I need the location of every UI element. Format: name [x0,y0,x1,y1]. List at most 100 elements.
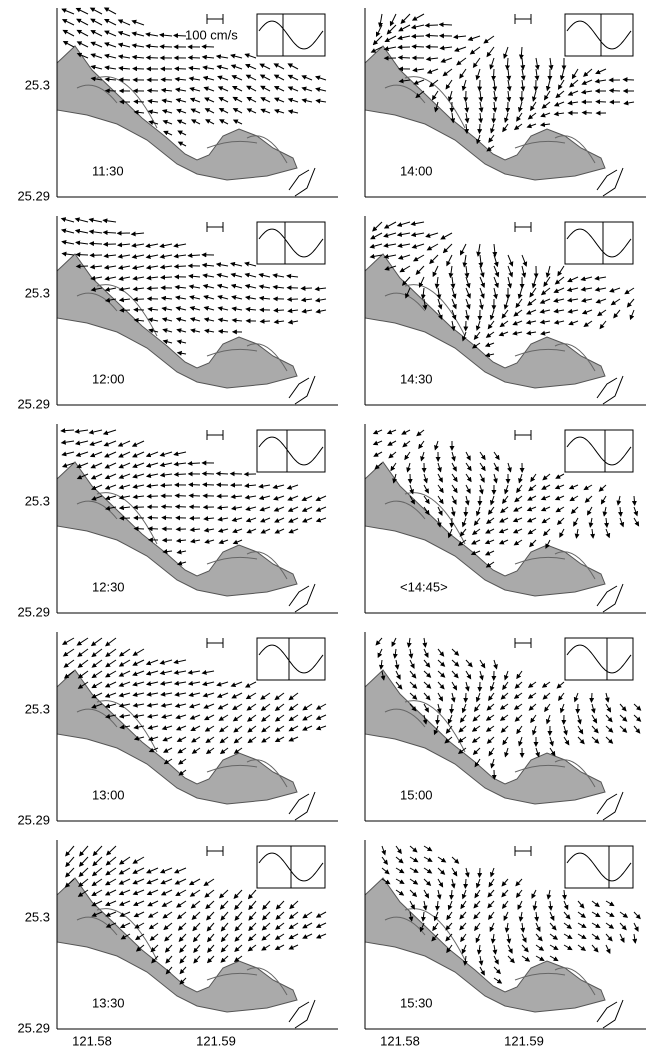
vector-arrow [217,56,228,58]
vector-arrow [574,518,578,526]
vector-arrow [91,66,102,69]
vector-arrow [132,21,144,25]
vector-arrow [163,319,172,321]
vector-arrow [163,110,172,113]
vector-arrow [66,846,74,856]
vector-arrow [515,124,522,130]
vector-arrow [79,879,88,886]
vector-arrow [234,890,242,898]
vector-arrow [596,80,606,82]
vector-arrow [288,496,298,500]
vector-arrow [446,726,452,733]
vector-arrow [596,101,606,102]
vector-arrow [494,255,497,266]
vector-arrow [133,277,144,279]
vector-arrow [164,131,172,135]
vector-arrow [106,912,116,916]
vector-arrow [527,124,536,127]
vector-arrow [276,912,284,919]
vector-arrow [275,693,284,700]
land [57,878,297,1012]
vector-arrow [403,441,410,447]
vector-arrow [489,135,494,142]
vector-arrow [148,901,158,906]
vector-arrow [164,341,172,343]
vector-arrow [522,923,523,932]
vector-arrow [536,923,540,931]
vector-arrow [232,285,242,288]
vector-arrow [104,430,116,434]
vector-arrow [433,266,438,276]
vector-arrow [289,704,298,710]
vector-arrow [490,923,494,931]
vector-arrow [501,507,508,513]
vector-arrow [545,91,550,100]
tide-inset [565,430,633,472]
vector-arrow [432,91,438,100]
vector-arrow [517,671,522,678]
vector-arrow [630,310,634,319]
vector-arrow [536,69,537,80]
vector-arrow [556,507,564,512]
vector-arrow [176,506,186,507]
vector-arrow [146,244,158,246]
vector-arrow [289,934,298,939]
vector-arrow [120,715,130,717]
vector-arrow [480,266,483,277]
vector-arrow [491,682,494,690]
vector-arrow [452,496,456,504]
vector-arrow [550,923,556,930]
vector-arrow [119,68,130,69]
vector-arrow [217,264,228,266]
vector-arrow [106,496,116,499]
vector-arrow [466,452,470,460]
vector-arrow [260,64,270,69]
vector-arrow [104,441,116,446]
vector-arrow [221,748,228,753]
vector-arrow [505,748,508,757]
land [57,254,297,388]
vector-arrow [204,77,214,80]
vector-arrow [487,704,494,710]
vector-arrow [191,109,200,113]
vector-arrow [491,759,494,768]
vector-arrow [92,660,102,667]
vector-arrow [133,693,144,695]
vector-arrow [606,693,608,702]
panel: 15:30 [365,840,646,1029]
vector-arrow [136,934,144,940]
vector-arrow [289,99,298,102]
vector-arrow [133,255,144,257]
vector-arrow [489,507,494,514]
vector-arrow [473,529,480,534]
vector-arrow [475,704,480,711]
vector-arrow [149,111,158,113]
vector-arrow [106,868,116,875]
vector-arrow [452,879,454,888]
vector-arrow [398,36,410,39]
vector-arrow [163,551,172,552]
vector-arrow [424,846,432,851]
vector-arrow [175,287,186,288]
vector-arrow [389,452,396,458]
vector-arrow [246,496,256,498]
vector-arrow [119,56,130,58]
vector-arrow [491,124,494,133]
vector-arrow [410,901,414,909]
vector-arrow [232,693,242,698]
vector-arrow [120,901,130,905]
vector-arrow [527,310,536,314]
vector-arrow [151,945,158,952]
vector-arrow [261,518,270,522]
vector-arrow [235,901,242,909]
vector-arrow [466,682,468,691]
vector-arrow [219,98,228,102]
vector-arrow [289,321,298,323]
vector-arrow [547,715,550,723]
vector-arrow [220,726,228,732]
vector-arrow [545,704,550,711]
vector-arrow [289,737,298,741]
vector-arrow [424,485,428,493]
vector-arrow [106,288,116,290]
time-label: 13:30 [92,995,125,1010]
